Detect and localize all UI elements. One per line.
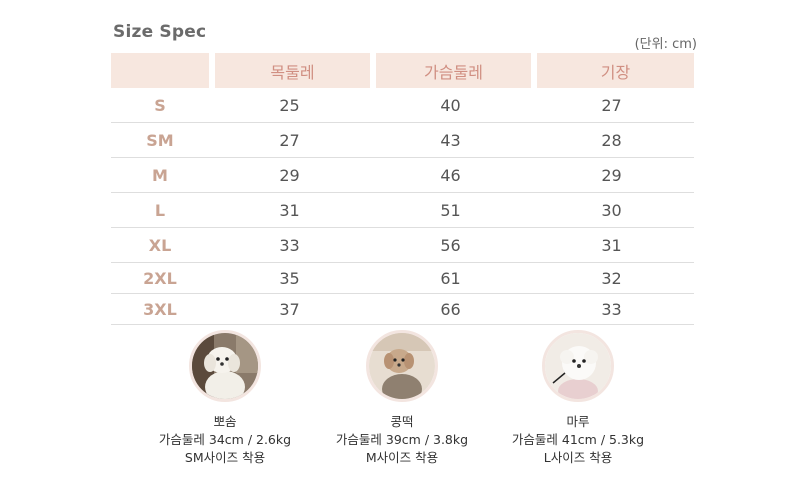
dog-card: 콩떡 가슴둘레 39cm / 3.8kg M사이즈 착용 xyxy=(302,330,502,467)
length-cell: 29 xyxy=(601,165,622,185)
header-length: 기장 xyxy=(537,53,694,88)
dog-name: 뽀솜 xyxy=(213,414,237,429)
chest-cell: 40 xyxy=(440,95,461,115)
dog-photo-image xyxy=(192,333,258,399)
table-row: SM 27 43 28 xyxy=(111,123,694,158)
neck-cell: 25 xyxy=(279,95,300,115)
table-row: L 31 51 30 xyxy=(111,193,694,228)
table-row: 2XL 35 61 32 xyxy=(111,263,694,294)
unit-label: (단위: cm) xyxy=(634,37,697,52)
dog-card: 마루 가슴둘레 41cm / 5.3kg L사이즈 착용 xyxy=(478,330,678,467)
length-cell: 27 xyxy=(601,95,622,115)
size-cell: L xyxy=(154,200,166,220)
header-chest: 가슴둘레 xyxy=(376,53,531,88)
dog-name: 마루 xyxy=(566,414,590,429)
chest-cell: 61 xyxy=(440,268,461,288)
table-row: 3XL 37 66 33 xyxy=(111,294,694,325)
table-header-row: 목둘레 가슴둘레 기장 xyxy=(111,53,694,88)
length-cell: 30 xyxy=(601,200,622,220)
dog-measure: 가슴둘레 41cm / 5.3kg xyxy=(511,432,645,447)
dog-name: 콩떡 xyxy=(390,414,414,429)
dog-fit: SM사이즈 착용 xyxy=(184,450,266,465)
dog-photo xyxy=(542,330,614,402)
chest-cell: 43 xyxy=(440,130,461,150)
model-dogs: 뽀솜 가슴둘레 34cm / 2.6kg SM사이즈 착용 콩떡 가슴둘레 39… xyxy=(0,330,800,479)
header-size xyxy=(111,53,209,88)
dog-photo xyxy=(366,330,438,402)
neck-cell: 35 xyxy=(279,268,300,288)
neck-cell: 37 xyxy=(279,299,300,319)
chest-cell: 46 xyxy=(440,165,461,185)
table-row: S 25 40 27 xyxy=(111,88,694,123)
length-cell: 31 xyxy=(601,235,622,255)
dog-fit: M사이즈 착용 xyxy=(365,450,439,465)
neck-cell: 27 xyxy=(279,130,300,150)
size-cell: XL xyxy=(148,235,172,255)
dog-photo xyxy=(189,330,261,402)
dog-measure: 가슴둘레 39cm / 3.8kg xyxy=(335,432,469,447)
size-cell: M xyxy=(152,165,168,185)
dog-photo-image xyxy=(545,333,611,399)
chest-cell: 51 xyxy=(440,200,461,220)
size-table: 목둘레 가슴둘레 기장 S 25 40 27 SM 27 43 28 M 29 … xyxy=(111,53,694,325)
size-cell: 2XL xyxy=(143,268,177,288)
chest-cell: 56 xyxy=(440,235,461,255)
length-cell: 33 xyxy=(601,299,622,319)
size-cell: SM xyxy=(146,130,174,150)
size-cell: S xyxy=(154,95,166,115)
neck-cell: 31 xyxy=(279,200,300,220)
dog-card: 뽀솜 가슴둘레 34cm / 2.6kg SM사이즈 착용 xyxy=(125,330,325,467)
neck-cell: 29 xyxy=(279,165,300,185)
page-title: Size Spec xyxy=(113,22,207,42)
size-cell: 3XL xyxy=(143,299,177,319)
table-row: XL 33 56 31 xyxy=(111,228,694,263)
neck-cell: 33 xyxy=(279,235,300,255)
dog-measure: 가슴둘레 34cm / 2.6kg xyxy=(158,432,292,447)
table-row: M 29 46 29 xyxy=(111,158,694,193)
dog-fit: L사이즈 착용 xyxy=(543,450,613,465)
header-neck: 목둘레 xyxy=(215,53,370,88)
length-cell: 28 xyxy=(601,130,622,150)
chest-cell: 66 xyxy=(440,299,461,319)
dog-photo-image xyxy=(369,333,435,399)
length-cell: 32 xyxy=(601,268,622,288)
